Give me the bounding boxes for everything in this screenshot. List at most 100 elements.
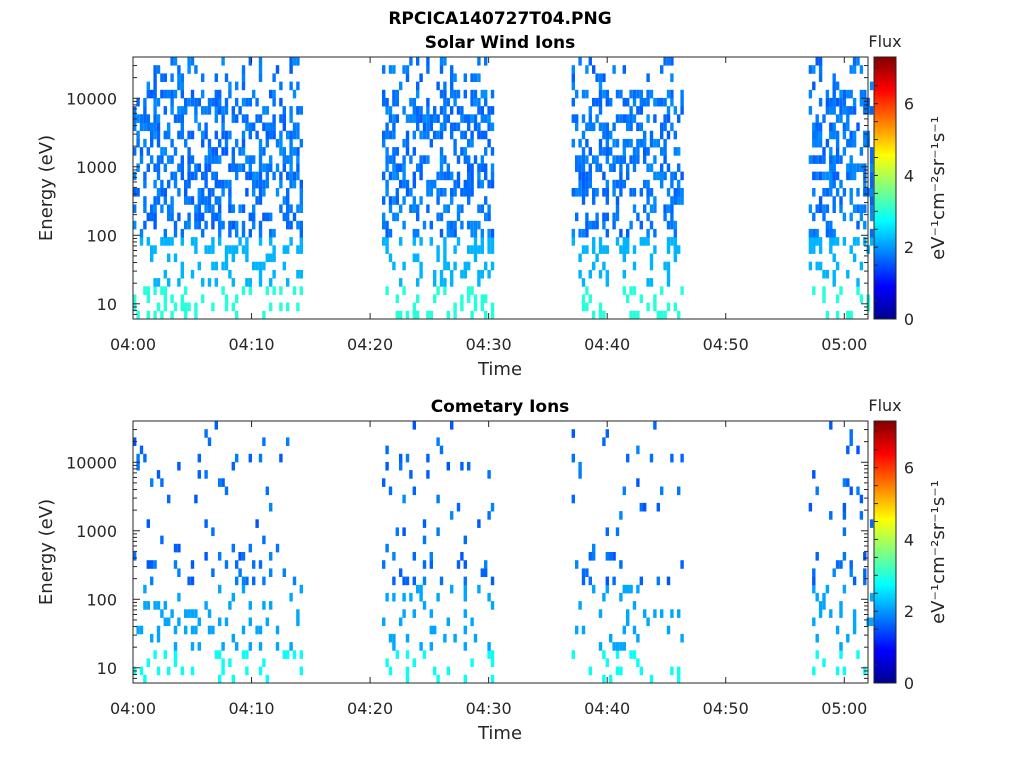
spectrogram-cell: [839, 286, 843, 295]
spectrogram-cell: [156, 188, 161, 197]
spectrogram-cell: [639, 294, 643, 303]
spectrogram-cell: [832, 269, 836, 279]
spectrogram-cell: [231, 220, 235, 230]
spectrogram-cell: [426, 453, 430, 463]
spectrogram-cell: [619, 642, 623, 651]
spectrogram-cell: [849, 171, 853, 181]
spectrogram-cell: [863, 138, 867, 148]
spectrogram-cell: [484, 89, 488, 99]
spectrogram-cell: [177, 568, 181, 577]
spectrogram-cell: [265, 138, 269, 148]
spectrogram-cell: [592, 122, 596, 132]
spectrogram-cell: [255, 519, 259, 528]
spectrogram-cell: [214, 106, 218, 115]
spectrogram-cell: [143, 122, 147, 132]
spectrogram-cell: [863, 568, 867, 577]
spectrogram-cell: [153, 81, 157, 91]
spectrogram-cell: [143, 204, 147, 213]
spectrogram-cell: [255, 114, 259, 123]
spectrogram-cell: [629, 310, 633, 320]
spectrogram-cell: [832, 179, 836, 189]
spectrogram-cell: [856, 204, 860, 213]
spectrogram-cell: [480, 114, 484, 123]
spectrogram-cell: [869, 592, 874, 602]
spectrogram-cell: [477, 245, 481, 254]
spectrogram-cell: [190, 57, 195, 66]
spectrogram-cell: [487, 237, 491, 246]
spectrogram-cell: [153, 560, 157, 569]
spectrogram-cell: [463, 261, 467, 271]
spectrogram-cell: [477, 130, 481, 140]
spectrogram-cell: [585, 245, 589, 254]
spectrogram-cell: [197, 617, 201, 627]
spectrogram-cell: [450, 122, 454, 132]
spectrogram-cell: [392, 147, 396, 156]
spectrogram-cell: [846, 633, 850, 643]
spectrogram-cell: [402, 65, 406, 74]
spectrogram-cell: [207, 204, 212, 213]
spectrogram-cell: [392, 89, 396, 99]
spectrogram-cell: [422, 601, 427, 610]
spectrogram-cell: [470, 179, 474, 189]
spectrogram-cell: [150, 633, 154, 643]
spectrogram-cell: [632, 97, 637, 107]
spectrogram-cell: [656, 138, 660, 148]
spectrogram-cell: [265, 130, 269, 140]
spectrogram-cell: [197, 204, 201, 213]
spectrogram-cell: [156, 130, 161, 140]
spectrogram-cell: [670, 237, 674, 246]
spectrogram-cell: [245, 155, 249, 164]
spectrogram-cell: [808, 89, 813, 99]
spectrogram-cell: [595, 155, 599, 164]
spectrogram-cell: [609, 552, 613, 561]
spectrogram-cell: [429, 220, 433, 230]
spectrogram-cell: [292, 122, 297, 132]
spectrogram-cell: [629, 584, 633, 594]
spectrogram-cell: [170, 237, 174, 246]
spectrogram-cell: [598, 302, 603, 312]
spectrogram-cell: [632, 310, 637, 320]
spectrogram-cell: [467, 163, 471, 172]
spectrogram-cell: [477, 97, 481, 107]
spectrogram-cell: [143, 171, 147, 181]
spectrogram-cell: [139, 122, 144, 132]
spectrogram-cell: [477, 163, 481, 172]
spectrogram-cell: [602, 245, 606, 254]
spectrogram-cell: [467, 261, 471, 271]
spectrogram-cell: [402, 494, 406, 504]
spectrogram-cell: [207, 97, 212, 107]
spectrogram-cell: [194, 204, 198, 213]
spectrogram-cell: [629, 114, 633, 123]
spectrogram-cell: [190, 576, 195, 586]
spectrogram-cell: [255, 261, 259, 271]
spectrogram-cell: [173, 179, 178, 189]
spectrogram-cell: [156, 625, 161, 635]
spectrogram-cell: [299, 204, 303, 213]
spectrogram-cell: [143, 138, 147, 148]
spectrogram-cell: [241, 130, 246, 140]
spectrogram-cell: [385, 188, 389, 197]
spectrogram-cell: [163, 601, 167, 610]
spectrogram-cell: [585, 138, 589, 148]
colorbar-tick-label: 2: [904, 602, 914, 621]
spectrogram-cell: [392, 552, 396, 561]
spectrogram-cell: [180, 228, 184, 238]
spectrogram-cell: [632, 188, 637, 197]
spectrogram-cell: [649, 453, 654, 463]
spectrogram-cell: [160, 89, 164, 99]
spectrogram-cell: [429, 188, 433, 197]
spectrogram-cell: [241, 147, 246, 156]
spectrogram-cell: [677, 245, 681, 254]
spectrogram-cell: [626, 245, 630, 254]
spectrogram-cell: [258, 560, 263, 569]
spectrogram-cell: [289, 65, 293, 74]
spectrogram-cell: [588, 179, 592, 189]
spectrogram-cell: [602, 261, 606, 271]
spectrogram-cell: [177, 592, 181, 602]
spectrogram-cell: [588, 666, 592, 676]
spectrogram-cell: [426, 106, 430, 115]
spectrogram-cell: [245, 237, 249, 246]
spectrogram-cell: [818, 65, 823, 74]
